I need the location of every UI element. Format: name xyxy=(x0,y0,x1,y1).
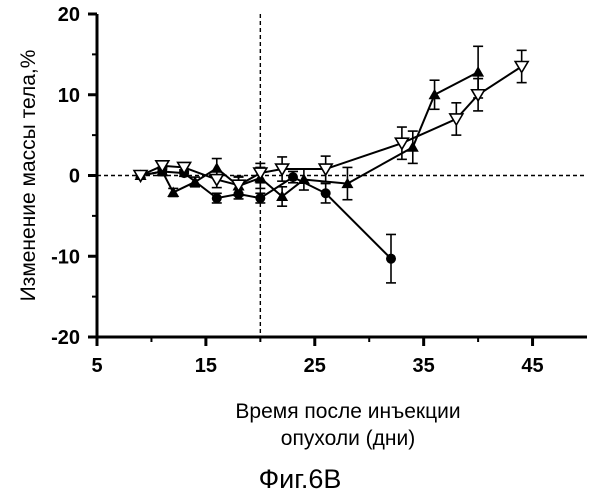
data-point-triangle-down xyxy=(254,168,267,179)
data-point-circle xyxy=(255,193,265,203)
x-tick-label: 5 xyxy=(91,355,102,377)
series-3 xyxy=(134,50,528,193)
series-2 xyxy=(135,46,485,206)
data-point-triangle-up xyxy=(472,66,484,77)
x-tick-label: 15 xyxy=(195,355,217,377)
x-axis-label-line-2: опухоли (дни) xyxy=(281,427,415,450)
y-tick-label: 20 xyxy=(58,4,80,26)
x-tick-label: 45 xyxy=(521,355,543,377)
data-point-circle xyxy=(386,254,396,264)
x-tick-label: 35 xyxy=(413,355,435,377)
y-tick-label: 0 xyxy=(69,166,80,188)
data-point-triangle-up xyxy=(429,89,441,100)
data-point-circle xyxy=(288,172,298,182)
x-axis-label-line-1: Время после инъекции xyxy=(235,400,460,423)
figure-caption: Фиг.6B xyxy=(259,464,342,494)
data-point-triangle-down xyxy=(515,61,528,72)
plot-area xyxy=(88,14,587,346)
y-axis-label: Изменение массы тела,% xyxy=(17,50,40,302)
data-point-circle xyxy=(321,188,331,198)
y-tick-label: -20 xyxy=(51,327,80,349)
x-tick-label: 25 xyxy=(304,355,326,377)
data-point-triangle-down xyxy=(450,114,463,125)
series-line xyxy=(141,171,391,258)
data-point-circle xyxy=(212,193,222,203)
series-1 xyxy=(136,166,396,282)
y-tick-label: 10 xyxy=(58,85,80,107)
data-point-triangle-up xyxy=(407,141,419,152)
y-tick-label: -10 xyxy=(51,246,80,268)
